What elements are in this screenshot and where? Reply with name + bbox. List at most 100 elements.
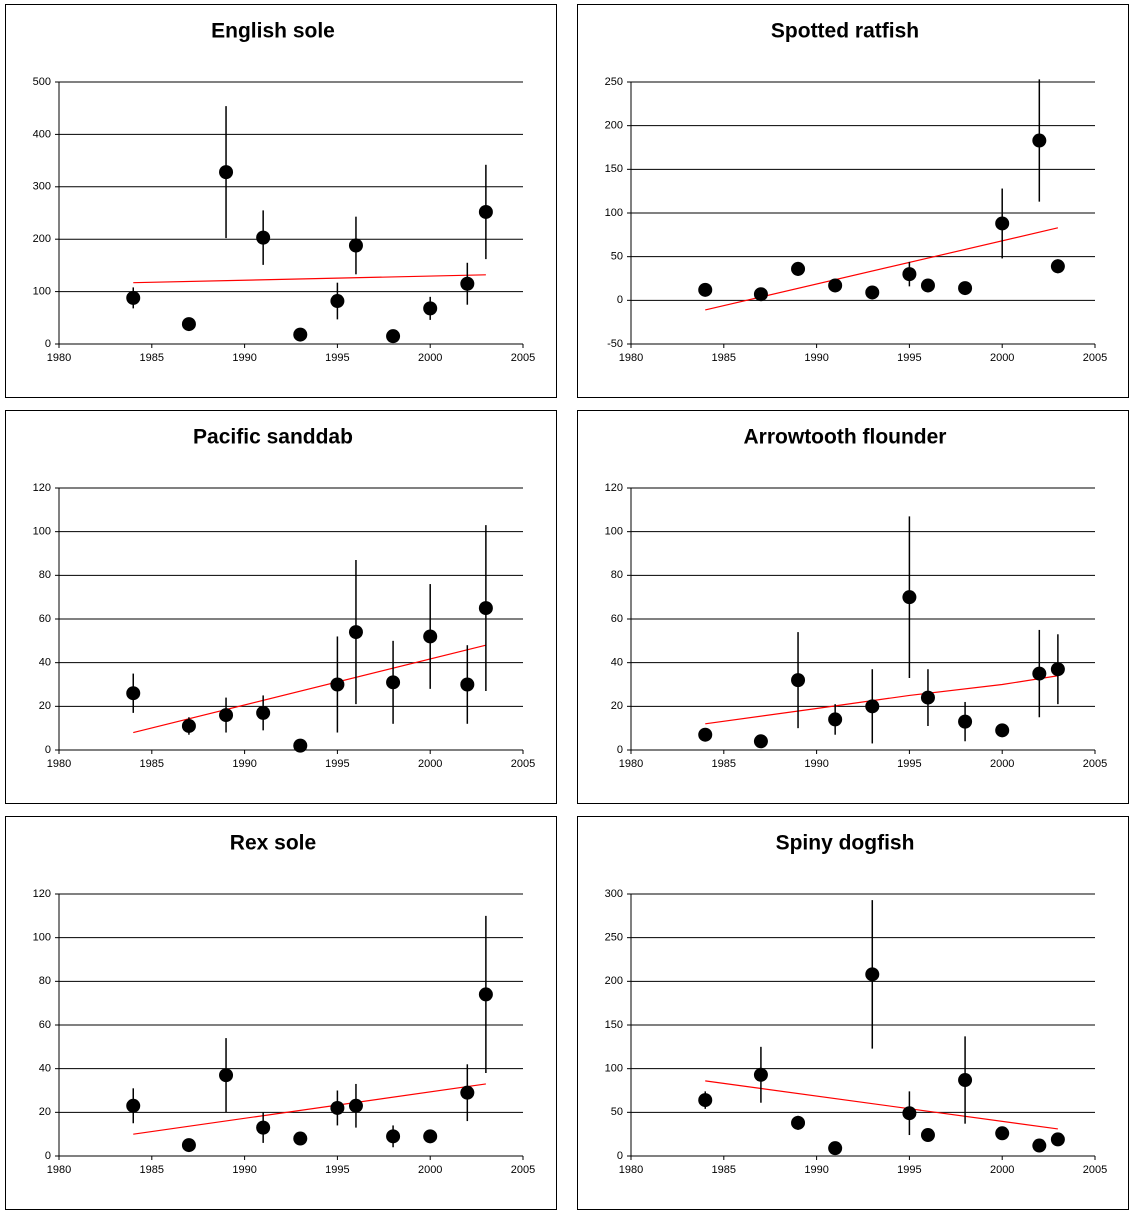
x-tick-label: 1980	[619, 758, 643, 770]
data-point	[423, 301, 438, 316]
x-tick-label: 1995	[897, 1164, 921, 1176]
y-tick-label: 0	[45, 1150, 51, 1162]
y-tick-label: 120	[33, 482, 51, 494]
y-tick-label: 40	[611, 657, 623, 669]
y-tick-label: 20	[611, 700, 623, 712]
y-tick-label: 200	[605, 120, 623, 132]
y-tick-label: 400	[33, 128, 51, 140]
x-tick-label: 1990	[232, 758, 256, 770]
x-tick-label: 2000	[990, 352, 1014, 364]
x-tick-label: 2005	[511, 352, 535, 364]
x-tick-label: 1985	[712, 758, 736, 770]
x-tick-label: 1990	[804, 352, 828, 364]
y-tick-label: 60	[39, 1019, 51, 1031]
y-tick-label: 20	[39, 1106, 51, 1118]
x-tick-label: 1990	[804, 758, 828, 770]
chart-panel: English sole 0 100 200 300 400 500 1980 1985 1990…	[5, 4, 557, 398]
x-tick-label: 1990	[232, 352, 256, 364]
y-tick-label: 500	[33, 76, 51, 88]
x-tick-label: 2000	[418, 352, 442, 364]
x-tick-label: 1995	[897, 758, 921, 770]
x-tick-label: 1995	[325, 352, 349, 364]
data-point	[293, 327, 308, 342]
data-point	[330, 1100, 345, 1115]
chart-panel: Spotted ratfish -50 0 50 100 150 200 250 1980 198…	[577, 4, 1129, 398]
y-tick-label: 250	[605, 76, 623, 88]
data-point	[1050, 259, 1065, 274]
data-point	[423, 1129, 438, 1144]
x-tick-label: 2005	[1083, 1164, 1107, 1176]
data-point	[995, 723, 1010, 738]
data-point	[219, 708, 234, 723]
y-tick-label: 60	[39, 613, 51, 625]
x-tick-label: 2005	[511, 758, 535, 770]
x-tick-label: 2005	[1083, 758, 1107, 770]
data-point	[865, 699, 880, 714]
data-point	[995, 216, 1010, 231]
x-tick-label: 1985	[712, 1164, 736, 1176]
chart-title: Pacific sanddab	[193, 426, 353, 449]
data-point	[920, 690, 935, 705]
y-tick-label: 20	[39, 700, 51, 712]
data-point	[902, 267, 917, 282]
x-tick-label: 1995	[325, 758, 349, 770]
x-tick-label: 1980	[619, 352, 643, 364]
data-point	[828, 278, 843, 293]
x-tick-label: 1985	[140, 352, 164, 364]
y-tick-label: 200	[605, 975, 623, 987]
y-tick-label: 100	[33, 286, 51, 298]
y-tick-label: 40	[39, 1063, 51, 1075]
y-tick-label: 100	[33, 932, 51, 944]
data-point	[423, 629, 438, 644]
data-point	[698, 727, 713, 742]
data-point	[1032, 666, 1047, 681]
y-tick-label: 100	[605, 1063, 623, 1075]
panel-border	[577, 410, 1129, 804]
data-point	[958, 714, 973, 729]
x-tick-label: 1995	[325, 1164, 349, 1176]
data-point	[920, 278, 935, 293]
data-point	[791, 261, 806, 276]
chart-title: Arrowtooth flounder	[744, 426, 947, 449]
y-tick-label: 80	[611, 569, 623, 581]
x-tick-label: 1985	[140, 758, 164, 770]
data-point	[1032, 133, 1047, 148]
panel-border	[5, 816, 557, 1210]
y-tick-label: 120	[33, 888, 51, 900]
panel-border	[5, 410, 557, 804]
y-tick-label: 100	[605, 207, 623, 219]
data-point	[256, 230, 271, 245]
data-point	[256, 705, 271, 720]
x-tick-label: 1980	[619, 1164, 643, 1176]
data-point	[460, 677, 475, 692]
data-point	[386, 675, 401, 690]
x-tick-label: 1995	[897, 352, 921, 364]
data-point	[1032, 1138, 1047, 1153]
y-tick-label: 150	[605, 1019, 623, 1031]
data-point	[256, 1120, 271, 1135]
data-point	[460, 1085, 475, 1100]
data-point	[386, 1129, 401, 1144]
data-point	[330, 294, 345, 309]
data-point	[1050, 662, 1065, 677]
data-point	[181, 718, 196, 733]
y-tick-label: 0	[45, 744, 51, 756]
data-point	[1050, 1132, 1065, 1147]
chart-title: English sole	[211, 20, 335, 43]
data-point	[698, 1093, 713, 1108]
data-point	[293, 1131, 308, 1146]
data-point	[920, 1128, 935, 1143]
x-tick-label: 2005	[1083, 352, 1107, 364]
chart-panel: Pacific sanddab 0 20 40 60 80 100 120 1980 1985 19…	[5, 410, 557, 804]
trend-line	[133, 644, 487, 734]
y-tick-label: 250	[605, 932, 623, 944]
x-tick-label: 1985	[140, 1164, 164, 1176]
x-tick-label: 1990	[232, 1164, 256, 1176]
data-point	[219, 165, 234, 180]
trend-line	[705, 675, 1058, 725]
y-tick-label: -50	[607, 338, 623, 350]
y-tick-label: 200	[33, 233, 51, 245]
x-tick-label: 1980	[47, 758, 71, 770]
y-tick-label: 80	[39, 975, 51, 987]
x-tick-label: 2005	[511, 1164, 535, 1176]
